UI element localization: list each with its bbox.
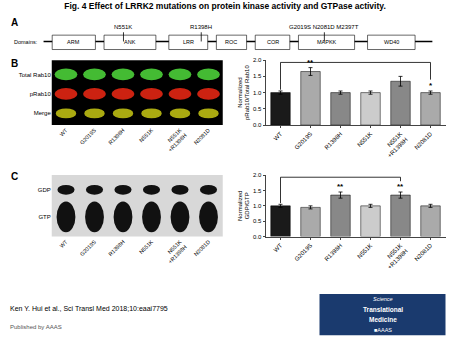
svg-text:WT: WT: [58, 238, 69, 249]
svg-text:Published by AAAS: Published by AAAS: [10, 324, 62, 330]
svg-text:Domains:: Domains:: [14, 39, 38, 45]
svg-text:G2019S N2081D M2397T: G2019S N2081D M2397T: [289, 24, 359, 30]
svg-text:1.5: 1.5: [253, 188, 262, 194]
svg-text:ANK: ANK: [124, 39, 136, 45]
svg-text:Total Rab10: Total Rab10: [19, 72, 52, 78]
svg-text:N551K: N551K: [138, 239, 154, 255]
svg-text:Merge: Merge: [34, 110, 52, 116]
svg-text:G2019S: G2019S: [294, 242, 314, 262]
svg-text:G2019S: G2019S: [79, 127, 98, 146]
svg-text:G2019S: G2019S: [294, 131, 314, 151]
svg-text:N551K: N551K: [356, 131, 373, 148]
svg-text:0.0: 0.0: [253, 234, 262, 240]
svg-text:N551K: N551K: [356, 242, 373, 259]
svg-text:1.0: 1.0: [253, 203, 262, 209]
svg-text:N551K+R1398H: N551K+R1398H: [162, 127, 188, 153]
svg-text:R1398H: R1398H: [107, 127, 126, 146]
svg-text:Ken Y. Hui et al., Sci Transl: Ken Y. Hui et al., Sci Transl Med 2018;1…: [10, 305, 168, 312]
svg-text:ARM: ARM: [67, 39, 80, 45]
svg-text:G2019S: G2019S: [79, 239, 98, 258]
svg-text:0.5: 0.5: [253, 106, 262, 112]
svg-text:N551K: N551K: [114, 24, 132, 30]
svg-text:N551K+R1398H: N551K+R1398H: [381, 242, 409, 270]
svg-text:COR: COR: [267, 39, 279, 45]
svg-text:WT: WT: [272, 131, 283, 142]
svg-text:Science: Science: [373, 296, 393, 302]
svg-text:**: **: [337, 182, 344, 191]
svg-text:N2081D: N2081D: [193, 239, 212, 258]
svg-text:R1398H: R1398H: [107, 239, 126, 258]
svg-text:NormalizedGDP/GTP: NormalizedGDP/GTP: [237, 191, 251, 221]
svg-text:GTP: GTP: [38, 214, 50, 220]
svg-text:pRab10: pRab10: [30, 91, 52, 97]
svg-text:GDP: GDP: [38, 187, 51, 193]
svg-text:**: **: [397, 182, 404, 191]
svg-text:WT: WT: [272, 242, 283, 253]
svg-text:R1398H: R1398H: [324, 131, 344, 151]
svg-text:B: B: [11, 58, 18, 69]
svg-text:WT: WT: [58, 127, 69, 138]
svg-text:N551K: N551K: [138, 127, 154, 143]
svg-text:Fig. 4 Effect of LRRK2 mutatio: Fig. 4 Effect of LRRK2 mutations on prot…: [64, 1, 386, 11]
svg-text:Translational: Translational: [363, 306, 403, 313]
svg-text:2.0: 2.0: [253, 172, 262, 178]
svg-text:N551K+R1398H: N551K+R1398H: [381, 131, 409, 159]
svg-text:0.5: 0.5: [253, 218, 262, 224]
svg-text:A: A: [11, 17, 18, 28]
svg-text:1.0: 1.0: [253, 90, 262, 96]
svg-text:N551K+R1398H: N551K+R1398H: [162, 239, 188, 265]
svg-text:■AAAS: ■AAAS: [374, 327, 392, 333]
svg-text:2.0: 2.0: [253, 57, 262, 63]
svg-text:N2081D: N2081D: [414, 242, 434, 262]
svg-text:ROC: ROC: [225, 39, 237, 45]
svg-text:WD40: WD40: [384, 39, 399, 45]
svg-text:R1398H: R1398H: [190, 24, 212, 30]
svg-text:NormalizedpRab10/Total Rab10: NormalizedpRab10/Total Rab10: [237, 65, 251, 120]
svg-text:**: **: [307, 58, 314, 67]
svg-text:*: *: [429, 81, 433, 90]
svg-text:N2081D: N2081D: [193, 127, 212, 146]
svg-text:0.0: 0.0: [253, 122, 262, 128]
svg-text:R1398H: R1398H: [324, 242, 344, 262]
svg-text:Medicine: Medicine: [369, 316, 397, 323]
svg-text:LRR: LRR: [183, 39, 194, 45]
svg-text:1.5: 1.5: [253, 73, 262, 79]
svg-text:C: C: [11, 171, 18, 182]
svg-text:MAPKK: MAPKK: [317, 39, 337, 45]
svg-text:N2081D: N2081D: [414, 130, 434, 150]
